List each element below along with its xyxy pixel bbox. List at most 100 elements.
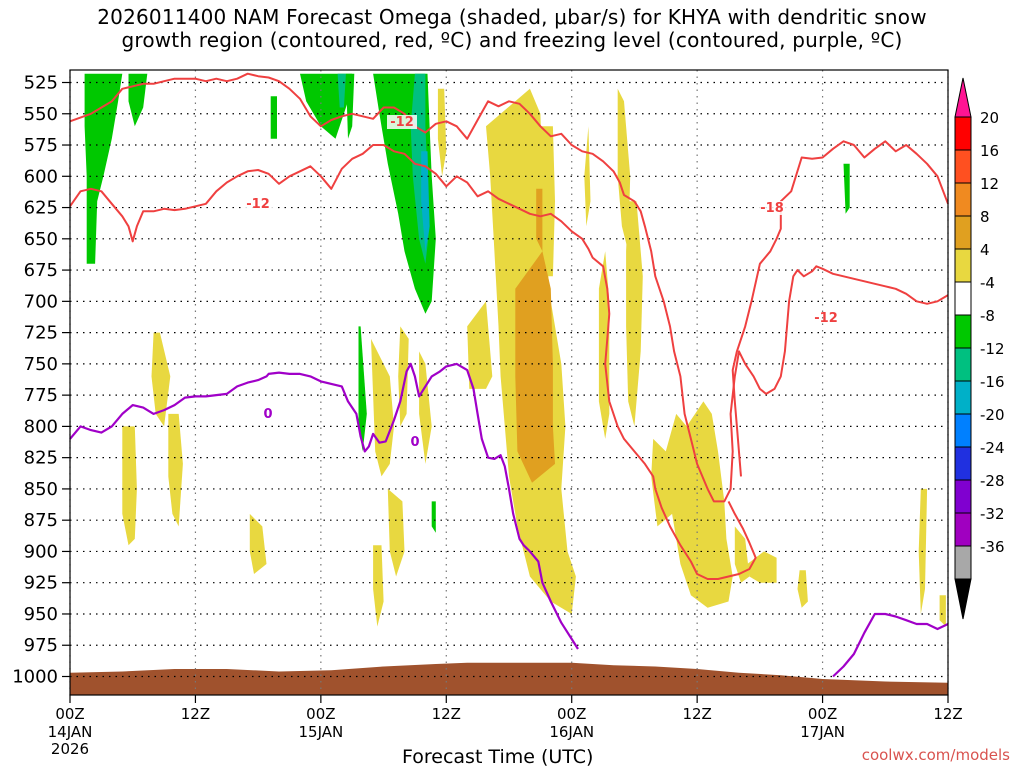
colorbar-label: 20 — [980, 109, 999, 127]
freezing-contour-line — [832, 612, 949, 678]
x-tick-label: 12Z — [682, 705, 711, 723]
omega-region-c4 — [437, 88, 447, 177]
terrain-fill — [70, 662, 948, 695]
colorbar-swatch — [954, 347, 972, 382]
colorbar-label: -4 — [980, 274, 995, 292]
colorbar-label: 16 — [980, 142, 999, 160]
colorbar-swatch — [954, 512, 972, 547]
omega-region-m4 — [270, 96, 277, 139]
contour-layer: -12 -12 -18 -12 0 0 — [69, 72, 949, 678]
omega-region-c4 — [747, 551, 777, 583]
colorbar-swatch — [954, 116, 972, 151]
omega-region-c4 — [651, 401, 733, 608]
title-line-2: growth region (contoured, red, ºC) and f… — [121, 28, 903, 52]
dgz-contour-label: -12 — [390, 115, 414, 130]
colorbar-swatch — [954, 248, 972, 283]
y-tick-label: 650 — [24, 229, 58, 250]
omega-region-c4 — [387, 488, 405, 577]
y-tick-label: 800 — [24, 416, 58, 437]
axes: 525 550 575 600 625 650 675 700 725 750 775 800 825 8… — [12, 69, 963, 758]
omega-region-c4 — [151, 332, 171, 427]
y-tick-label: 850 — [24, 479, 58, 500]
x-tick-label: 12Z — [432, 705, 461, 723]
dgz-contour-line — [69, 144, 757, 580]
terrain-layer — [70, 662, 948, 695]
y-tick-label: 600 — [24, 166, 58, 187]
x-axis-label: Forecast Time (UTC) — [402, 746, 594, 768]
x-tick-label: 00Z — [808, 705, 837, 723]
dgz-contour-label: -18 — [760, 201, 784, 216]
colorbar-swatch — [954, 380, 972, 415]
dgz-contour-label: -12 — [814, 311, 838, 326]
y-tick-label: 900 — [24, 541, 58, 562]
omega-region-c4 — [626, 201, 643, 427]
omega-region-c4 — [249, 513, 267, 574]
x-tick-label: 12Z — [181, 705, 210, 723]
y-tick-label: 575 — [24, 135, 58, 156]
omega-region-c4 — [797, 570, 808, 608]
y-tick-label: 775 — [24, 385, 58, 406]
credit-text: coolwx.com/models — [861, 746, 1010, 764]
omega-region-c4 — [122, 426, 137, 546]
y-tick-label: 875 — [24, 510, 58, 531]
x-tick-date-label: 17JAN — [800, 723, 845, 741]
x-tick-label: 00Z — [557, 705, 586, 723]
colorbar-swatch — [954, 182, 972, 217]
y-tick-label: 525 — [24, 73, 58, 94]
colorbar-swatch — [954, 149, 972, 184]
dgz-contour-line — [731, 140, 949, 477]
colorbar-label: -32 — [980, 505, 1005, 523]
x-tick-date-label: 14JAN — [48, 723, 93, 741]
omega-region-c4 — [373, 545, 384, 627]
colorbar-swatch — [954, 446, 972, 481]
y-tick-label: 825 — [24, 448, 58, 469]
x-tick-label: 12Z — [933, 705, 962, 723]
y-tick-label: 975 — [24, 635, 58, 656]
x-tick-label: 00Z — [306, 705, 335, 723]
omega-region-m4 — [345, 73, 355, 139]
omega-region-c4 — [371, 338, 394, 477]
colorbar-label: -8 — [980, 307, 995, 325]
y-tick-label: 625 — [24, 198, 58, 219]
x-tick-label: 00Z — [55, 705, 84, 723]
colorbar-label: -16 — [980, 373, 1005, 391]
y-tick-label: 675 — [24, 260, 58, 281]
colorbar-swatch — [954, 215, 972, 250]
omega-shading-layer — [84, 73, 946, 627]
omega-region-c4 — [939, 595, 946, 627]
chart-title: 2026011400 NAM Forecast Omega (shaded, μ… — [0, 6, 1024, 52]
omega-region-c8 — [515, 251, 555, 483]
colorbar-label: -28 — [980, 472, 1005, 490]
contour-label-bg — [387, 115, 417, 129]
colorbar-label: 12 — [980, 175, 999, 193]
colorbar-label: 4 — [980, 241, 990, 259]
omega-region-c4 — [584, 126, 591, 227]
omega-region-c4 — [617, 88, 631, 252]
colorbar-swatch — [954, 545, 972, 580]
y-tick-label: 725 — [24, 323, 58, 344]
y-tick-label: 925 — [24, 573, 58, 594]
y-tick-label: 950 — [24, 604, 58, 625]
omega-region-m4 — [431, 501, 436, 533]
colorbar-swatch — [954, 413, 972, 448]
y-tick-label: 700 — [24, 291, 58, 312]
colorbar-label: -24 — [980, 439, 1005, 457]
omega-region-c4 — [168, 413, 183, 527]
omega-region-c4 — [734, 526, 750, 583]
omega-region-c4 — [419, 351, 432, 464]
omega-region-c8 — [536, 188, 543, 252]
plot-frame — [69, 69, 949, 696]
y-tick-label: 1000 — [12, 667, 58, 688]
y-tick-label: 750 — [24, 354, 58, 375]
colorbar-swatch — [954, 479, 972, 514]
omega-region-m4 — [358, 326, 367, 452]
colorbar-label: -12 — [980, 340, 1005, 358]
contour-label-bg — [757, 201, 787, 215]
dgz-contour-label: -12 — [246, 197, 270, 212]
freezing-contour-line — [69, 362, 579, 650]
y-tick-label: 550 — [24, 104, 58, 125]
colorbar-label: -36 — [980, 538, 1005, 556]
omega-region-c4 — [467, 301, 493, 389]
x-tick-year-label: 2026 — [51, 740, 89, 758]
